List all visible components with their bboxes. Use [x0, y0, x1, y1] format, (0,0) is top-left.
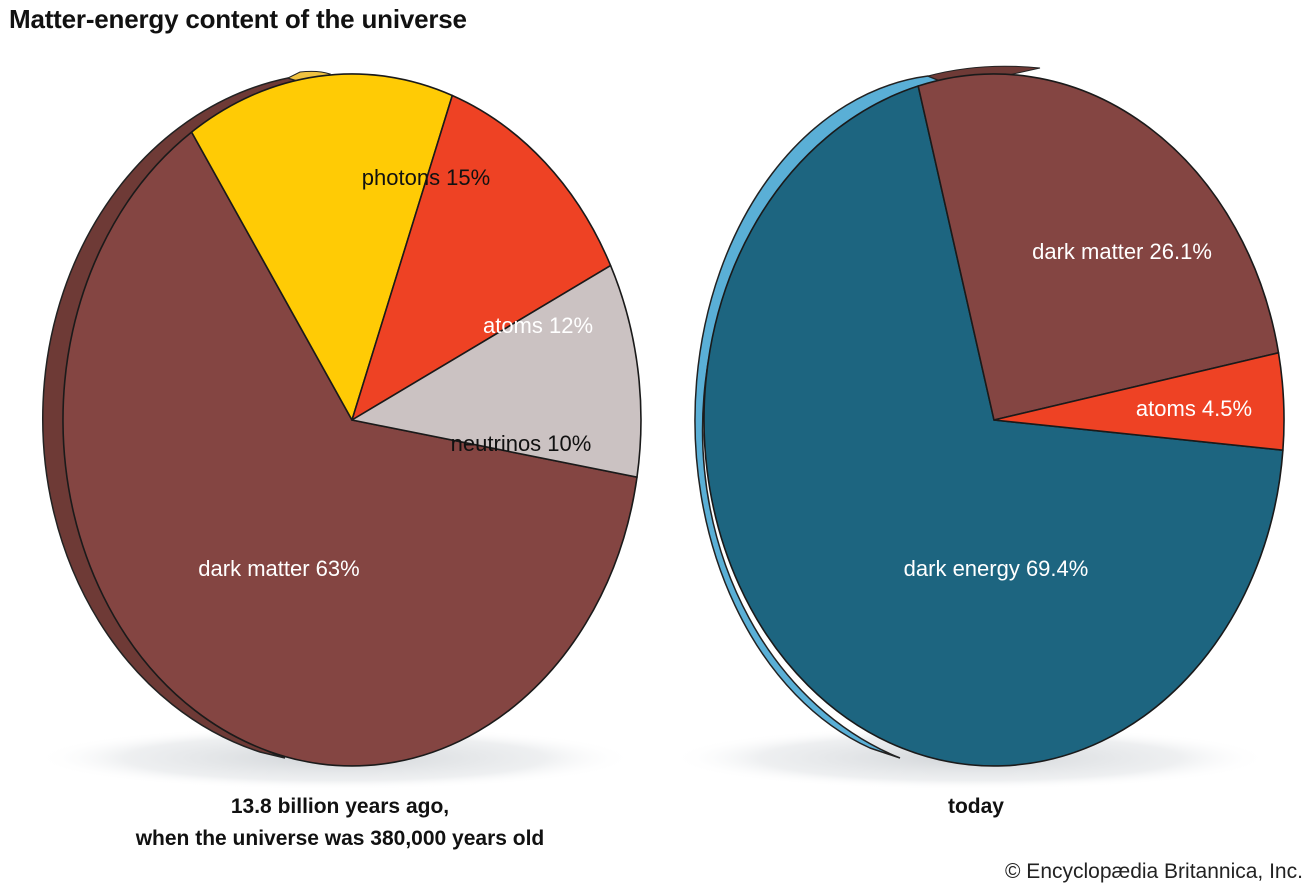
pie-right-slice-atoms: [993, 352, 1285, 451]
caption-left-line2: when the universe was 380,000 years old: [135, 827, 545, 850]
pie-left-label-dark-matter: dark matter 63%: [198, 556, 359, 581]
pie-right-slice-dark-energy: [703, 85, 1284, 767]
pie-right-label-dark-matter: dark matter 26.1%: [1032, 239, 1212, 264]
pie-right: dark energy 69.4% dark matter 26.1% atoms …: [670, 65, 1285, 790]
pie-left: dark matter 63% photons 15% atoms 12% neutr…: [35, 70, 642, 790]
pie-left-slice-photons: [190, 73, 454, 421]
pie-left-label-neutrinos: neutrinos 10%: [451, 431, 592, 456]
chart-title: Matter-energy content of the universe: [9, 4, 467, 34]
copyright-credit: © Encyclopædia Britannica, Inc.: [1005, 860, 1303, 883]
pie-left-label-photons: photons 15%: [362, 165, 490, 190]
pie-left-slice-atoms: [351, 94, 612, 421]
pie-right-slice-dark-matter: [917, 73, 1280, 421]
caption-left-line1: 13.8 billion years ago,: [230, 795, 450, 818]
pie-right-label-atoms: atoms 4.5%: [1136, 396, 1252, 421]
pie-left-slice-dark-matter: [62, 131, 638, 767]
pie-left-slice-neutrinos: [351, 264, 642, 478]
pie-right-label-dark-energy: dark energy 69.4%: [904, 556, 1089, 581]
caption-left: 13.8 billion years ago, when the univers…: [60, 791, 620, 855]
caption-right: today: [947, 795, 1004, 818]
pie-left-label-atoms: atoms 12%: [483, 313, 593, 338]
